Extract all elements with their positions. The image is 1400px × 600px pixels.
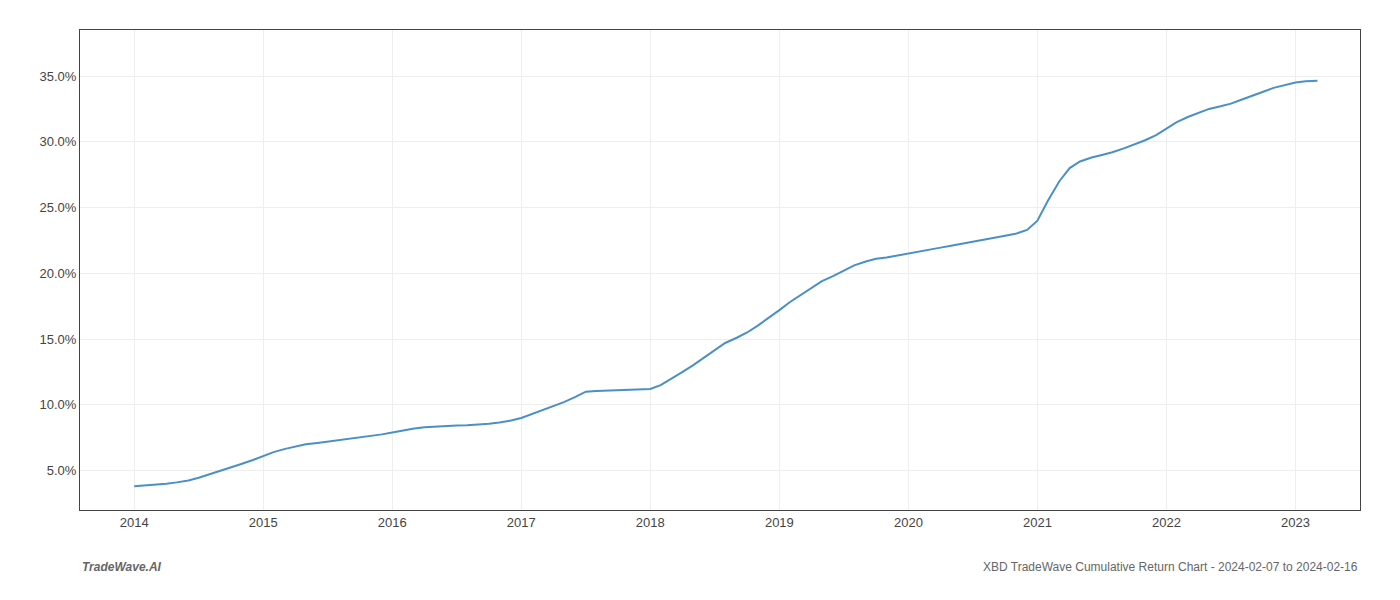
svg-text:5.0%: 5.0% bbox=[47, 463, 77, 478]
svg-text:2019: 2019 bbox=[765, 515, 794, 530]
svg-text:10.0%: 10.0% bbox=[40, 397, 77, 412]
svg-text:TradeWave.AI: TradeWave.AI bbox=[82, 560, 162, 574]
svg-text:30.0%: 30.0% bbox=[40, 134, 77, 149]
svg-text:2015: 2015 bbox=[249, 515, 278, 530]
svg-text:2021: 2021 bbox=[1023, 515, 1052, 530]
svg-text:35.0%: 35.0% bbox=[40, 69, 77, 84]
svg-text:2014: 2014 bbox=[120, 515, 149, 530]
svg-text:2016: 2016 bbox=[378, 515, 407, 530]
svg-text:20.0%: 20.0% bbox=[40, 266, 77, 281]
svg-text:25.0%: 25.0% bbox=[40, 200, 77, 215]
svg-text:2020: 2020 bbox=[894, 515, 923, 530]
svg-text:XBD TradeWave Cumulative Retur: XBD TradeWave Cumulative Return Chart - … bbox=[983, 560, 1358, 574]
svg-text:2023: 2023 bbox=[1281, 515, 1310, 530]
svg-text:2022: 2022 bbox=[1152, 515, 1181, 530]
svg-text:15.0%: 15.0% bbox=[40, 332, 77, 347]
svg-text:2017: 2017 bbox=[507, 515, 536, 530]
svg-text:2018: 2018 bbox=[636, 515, 665, 530]
